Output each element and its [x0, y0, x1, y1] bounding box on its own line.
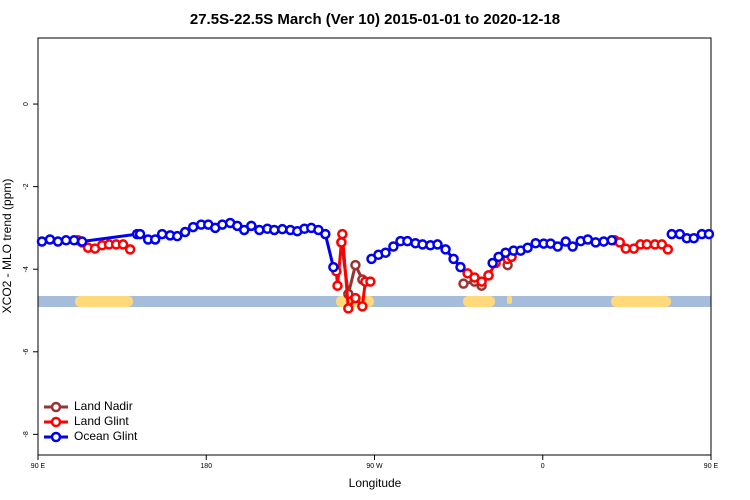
point: [388, 241, 399, 252]
point: [703, 228, 715, 240]
point: [156, 228, 168, 240]
point: [254, 224, 265, 236]
point: [448, 253, 459, 265]
legend-swatch: [50, 416, 62, 428]
point: [149, 234, 161, 245]
point: [52, 236, 64, 247]
y-tick-label: -8: [23, 431, 30, 437]
point: [432, 239, 443, 250]
x-tick-label: 180: [200, 463, 212, 470]
point: [590, 237, 601, 248]
y-tick-label: -4: [23, 266, 30, 272]
y-tick-label: 0: [23, 102, 30, 106]
point: [552, 241, 563, 252]
point: [76, 236, 88, 247]
point: [662, 244, 674, 255]
point: [36, 236, 48, 247]
point: [134, 228, 146, 240]
y-tick-label: -2: [23, 183, 30, 189]
point: [350, 292, 361, 304]
point: [357, 301, 368, 312]
point: [440, 244, 451, 255]
x-tick-label: 0: [541, 463, 545, 470]
legend-label: Land Glint: [74, 414, 129, 428]
plot-frame: [37, 37, 712, 456]
point: [337, 228, 348, 240]
x-tick-label: 90 E: [31, 463, 46, 470]
y-axis-label: XCO2 - MLO trend (ppm): [0, 179, 14, 314]
point: [320, 228, 331, 240]
point: [606, 235, 617, 246]
point: [402, 235, 413, 247]
point: [530, 237, 541, 249]
point: [269, 224, 280, 236]
x-tick-label: 90 W: [366, 463, 383, 470]
point: [328, 261, 339, 273]
point: [365, 276, 376, 287]
point: [483, 270, 494, 281]
point: [458, 278, 469, 289]
legend-label: Ocean Glint: [74, 429, 138, 443]
point: [332, 280, 343, 291]
y-tick-label: -6: [23, 349, 30, 355]
point: [380, 247, 391, 258]
point: [560, 236, 571, 247]
point: [336, 237, 347, 248]
point: [277, 223, 288, 235]
point: [455, 261, 466, 273]
point: [688, 232, 700, 244]
point: [522, 242, 533, 253]
point: [343, 303, 354, 314]
x-tick-label: 90 E: [704, 463, 719, 470]
point: [117, 239, 129, 250]
x-axis-label: Longitude: [349, 476, 402, 490]
point: [487, 257, 498, 269]
legend-label: Land Nadir: [74, 399, 133, 413]
point: [44, 234, 56, 245]
point: [500, 247, 511, 258]
ocean-band: [38, 296, 711, 307]
point: [172, 230, 183, 242]
point: [179, 226, 191, 238]
chart-title: 27.5S-22.5S March (Ver 10) 2015-01-01 to…: [190, 11, 560, 28]
point: [350, 259, 361, 271]
point: [476, 276, 487, 287]
point: [68, 235, 80, 246]
point: [124, 244, 136, 255]
point: [598, 236, 609, 247]
legend-swatch: [50, 431, 62, 443]
point: [567, 241, 578, 252]
point: [246, 220, 257, 232]
legend-swatch: [50, 401, 62, 413]
